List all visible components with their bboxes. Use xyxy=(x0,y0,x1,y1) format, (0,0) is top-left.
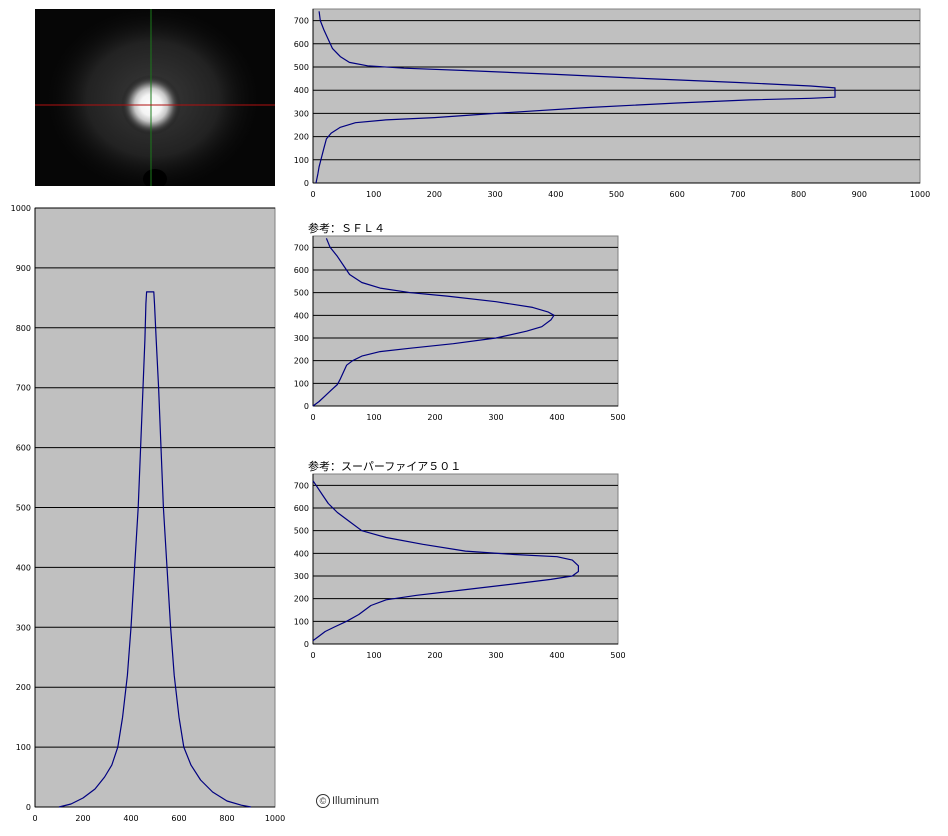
x-tick-label: 200 xyxy=(75,814,90,823)
y-tick-label: 700 xyxy=(16,384,31,393)
y-tick-label: 400 xyxy=(16,563,31,572)
x-tick-label: 1000 xyxy=(910,190,930,199)
y-tick-label: 600 xyxy=(294,40,309,49)
x-tick-label: 200 xyxy=(427,651,442,660)
series-line xyxy=(315,11,836,184)
y-tick-label: 0 xyxy=(26,803,31,812)
y-tick-label: 100 xyxy=(294,617,309,626)
y-tick-label: 200 xyxy=(294,133,309,142)
y-tick-label: 700 xyxy=(294,243,309,252)
x-tick-label: 0 xyxy=(310,190,315,199)
x-tick-label: 800 xyxy=(219,814,234,823)
chart-title-superfire501: 参考：スーパーファイア５０１ xyxy=(308,460,462,473)
y-tick-label: 400 xyxy=(294,549,309,558)
series-line xyxy=(312,238,555,407)
x-tick-label: 500 xyxy=(610,413,625,422)
y-tick-label: 300 xyxy=(294,109,309,118)
y-tick-label: 200 xyxy=(16,683,31,692)
y-tick-label: 600 xyxy=(16,444,31,453)
horizontal-profile-chart: 0 100 200 300 400 500 600 700 800 900 1000 0 200 400 6… xyxy=(11,204,286,823)
beam-spot-image xyxy=(35,9,275,186)
x-tick-label: 800 xyxy=(791,190,806,199)
y-tick-label: 700 xyxy=(294,17,309,26)
chart-title-sfl4: 参考：ＳＦＬ４ xyxy=(308,222,385,235)
x-tick-label: 200 xyxy=(427,413,442,422)
y-tick-label: 800 xyxy=(16,324,31,333)
y-tick-label: 300 xyxy=(16,623,31,632)
y-tick-label: 500 xyxy=(294,63,309,72)
y-tick-label: 500 xyxy=(16,504,31,513)
superfire501-profile-chart: 0 100 200 300 400 500 600 700 0 100 200 300 400 500 xyxy=(294,473,626,660)
y-tick-label: 1000 xyxy=(11,204,31,213)
x-tick-label: 1000 xyxy=(265,814,285,823)
y-tick-label: 100 xyxy=(16,743,31,752)
series-line xyxy=(312,480,579,642)
x-tick-label: 300 xyxy=(488,413,503,422)
y-tick-label: 600 xyxy=(294,504,309,513)
x-tick-label: 900 xyxy=(852,190,867,199)
y-tick-label: 700 xyxy=(294,481,309,490)
x-tick-label: 600 xyxy=(171,814,186,823)
y-tick-label: 0 xyxy=(304,640,309,649)
x-tick-label: 0 xyxy=(310,413,315,422)
y-tick-label: 100 xyxy=(294,156,309,165)
y-tick-label: 500 xyxy=(294,289,309,298)
x-tick-label: 300 xyxy=(488,651,503,660)
series-line xyxy=(58,291,252,808)
x-tick-label: 400 xyxy=(549,413,564,422)
x-tick-label: 100 xyxy=(366,413,381,422)
plot-area xyxy=(312,8,921,184)
x-tick-label: 600 xyxy=(670,190,685,199)
x-tick-label: 0 xyxy=(32,814,37,823)
y-tick-label: 0 xyxy=(304,179,309,188)
y-tick-label: 200 xyxy=(294,595,309,604)
plot-area xyxy=(312,235,619,407)
y-tick-label: 0 xyxy=(304,402,309,411)
x-tick-label: 300 xyxy=(487,190,502,199)
y-tick-label: 900 xyxy=(16,264,31,273)
sfl4-profile-chart: 0 100 200 300 400 500 600 700 0 100 200 300 400 500 xyxy=(294,235,626,422)
x-tick-label: 700 xyxy=(730,190,745,199)
main-vertical-profile-chart: 0 100 200 300 400 500 600 700 0 100 200 300 400 500 60… xyxy=(294,8,930,199)
y-tick-label: 300 xyxy=(294,572,309,581)
x-tick-label: 0 xyxy=(310,651,315,660)
copyright-notice: © Illuminum xyxy=(316,794,379,808)
copyright-icon: © xyxy=(316,794,330,808)
y-tick-label: 400 xyxy=(294,86,309,95)
x-tick-label: 400 xyxy=(123,814,138,823)
x-tick-label: 100 xyxy=(366,651,381,660)
x-tick-label: 400 xyxy=(548,190,563,199)
x-tick-label: 100 xyxy=(366,190,381,199)
y-tick-label: 500 xyxy=(294,527,309,536)
plot-area xyxy=(312,473,619,645)
copyright-text: Illuminum xyxy=(332,795,380,807)
y-tick-label: 100 xyxy=(294,379,309,388)
y-tick-label: 200 xyxy=(294,357,309,366)
x-tick-label: 500 xyxy=(609,190,624,199)
y-tick-label: 300 xyxy=(294,334,309,343)
x-tick-label: 500 xyxy=(610,651,625,660)
x-tick-label: 400 xyxy=(549,651,564,660)
y-tick-label: 400 xyxy=(294,311,309,320)
x-tick-label: 200 xyxy=(427,190,442,199)
y-tick-label: 600 xyxy=(294,266,309,275)
